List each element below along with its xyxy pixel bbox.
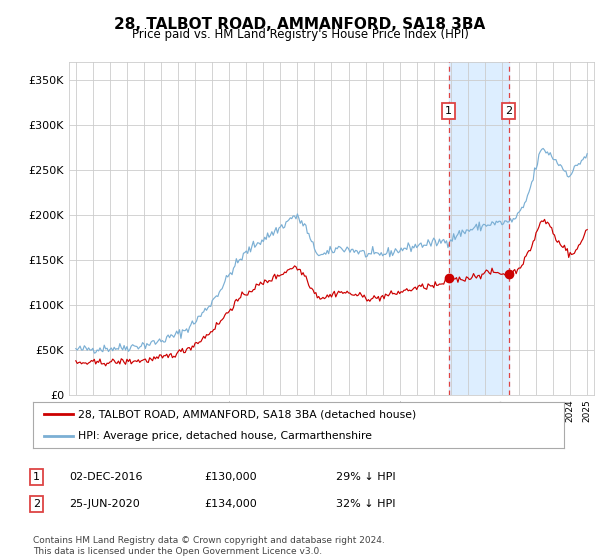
Text: Contains HM Land Registry data © Crown copyright and database right 2024.
This d: Contains HM Land Registry data © Crown c… bbox=[33, 536, 385, 556]
Text: £134,000: £134,000 bbox=[204, 499, 257, 509]
Text: 29% ↓ HPI: 29% ↓ HPI bbox=[336, 472, 395, 482]
Text: 2: 2 bbox=[505, 106, 512, 116]
Text: 1: 1 bbox=[445, 106, 452, 116]
Text: Price paid vs. HM Land Registry's House Price Index (HPI): Price paid vs. HM Land Registry's House … bbox=[131, 28, 469, 41]
Text: 02-DEC-2016: 02-DEC-2016 bbox=[69, 472, 143, 482]
Text: £130,000: £130,000 bbox=[204, 472, 257, 482]
Bar bbox=[449, 62, 509, 395]
Text: 2: 2 bbox=[33, 499, 40, 509]
Text: 28, TALBOT ROAD, AMMANFORD, SA18 3BA (detached house): 28, TALBOT ROAD, AMMANFORD, SA18 3BA (de… bbox=[78, 409, 416, 419]
Text: 25-JUN-2020: 25-JUN-2020 bbox=[69, 499, 140, 509]
Text: 28, TALBOT ROAD, AMMANFORD, SA18 3BA: 28, TALBOT ROAD, AMMANFORD, SA18 3BA bbox=[115, 17, 485, 32]
Text: 1: 1 bbox=[33, 472, 40, 482]
Text: 32% ↓ HPI: 32% ↓ HPI bbox=[336, 499, 395, 509]
Text: HPI: Average price, detached house, Carmarthenshire: HPI: Average price, detached house, Carm… bbox=[78, 431, 372, 441]
